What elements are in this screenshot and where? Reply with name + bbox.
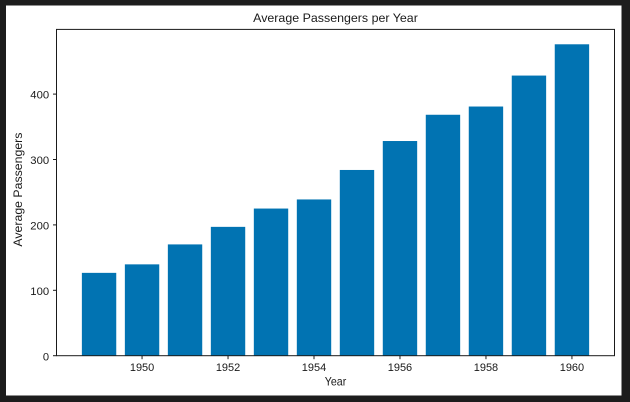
svg-text:300: 300 <box>30 155 49 167</box>
svg-text:0: 0 <box>43 351 49 363</box>
svg-text:Average Passengers: Average Passengers <box>11 133 25 247</box>
svg-text:1954: 1954 <box>302 362 326 374</box>
svg-text:1958: 1958 <box>474 362 498 374</box>
svg-text:100: 100 <box>30 286 49 298</box>
svg-text:Average Passengers per Year: Average Passengers per Year <box>253 11 418 25</box>
svg-text:1952: 1952 <box>216 362 240 374</box>
svg-text:400: 400 <box>30 90 49 102</box>
svg-text:1956: 1956 <box>388 362 412 374</box>
svg-text:200: 200 <box>30 221 49 233</box>
svg-text:1960: 1960 <box>560 362 584 374</box>
svg-text:Year: Year <box>325 375 347 389</box>
svg-text:1950: 1950 <box>130 362 154 374</box>
